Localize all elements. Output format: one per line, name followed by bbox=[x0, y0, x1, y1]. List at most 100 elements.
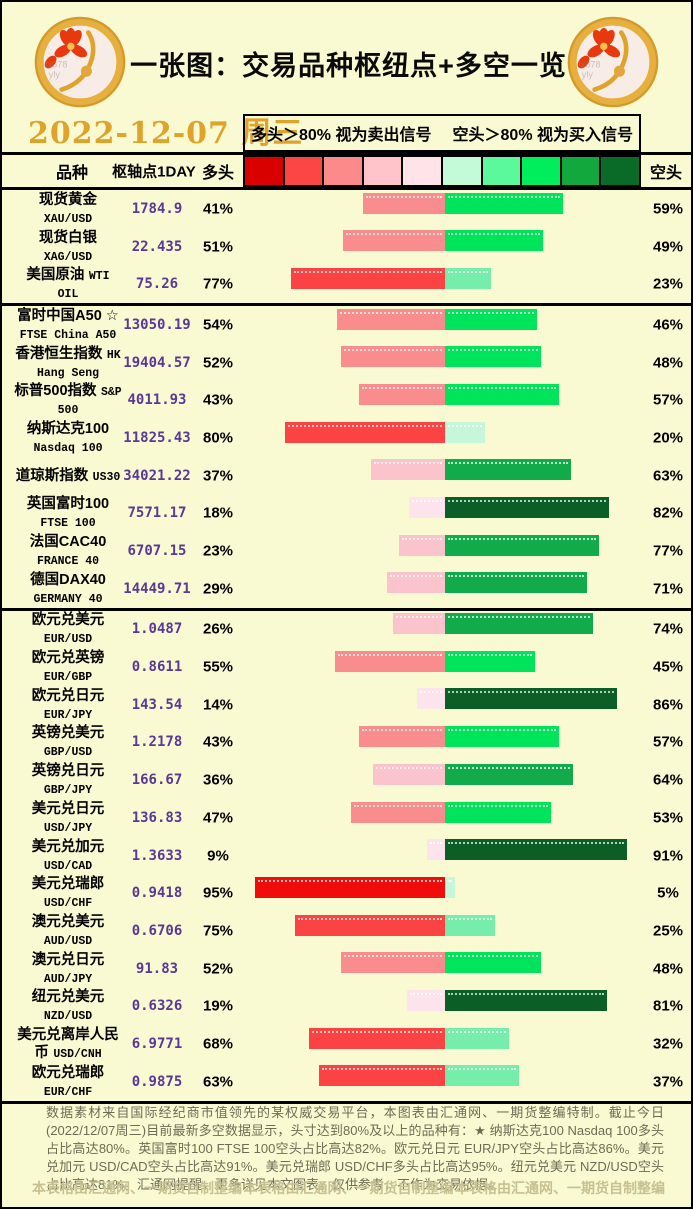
instrument-name-cell: 英国富时100 FTSE 100 bbox=[14, 495, 122, 531]
pivot-value: 34021.22 bbox=[123, 467, 191, 484]
short-percent: 86% bbox=[652, 696, 684, 714]
short-percent: 57% bbox=[652, 391, 684, 409]
long-bar-segment bbox=[351, 801, 445, 823]
instrument-name-cell: 美元兑日元 USD/JPY bbox=[14, 800, 122, 836]
long-bar-segment bbox=[341, 952, 445, 974]
long-bar-segment bbox=[341, 346, 445, 368]
color-scale-swatch bbox=[322, 155, 364, 187]
table-row: 标普500指数 S&P 500 4011.93 43% 57% bbox=[2, 381, 691, 419]
short-percent: 45% bbox=[652, 658, 684, 676]
table-row: 澳元兑日元 AUD/JPY 91.83 52% 48% bbox=[2, 950, 691, 988]
short-percent: 64% bbox=[652, 771, 684, 789]
short-percent: 20% bbox=[652, 429, 684, 447]
pivot-value: 0.6706 bbox=[131, 922, 183, 939]
sentiment-bar bbox=[242, 421, 648, 443]
long-percent: 37% bbox=[202, 467, 234, 485]
short-percent: 48% bbox=[652, 960, 684, 978]
instrument-name-cell: 英镑兑日元 GBP/JPY bbox=[14, 762, 122, 798]
long-percent: 43% bbox=[202, 733, 234, 751]
short-bar-segment bbox=[445, 230, 543, 252]
logo-watermark: fx678 bbox=[45, 60, 67, 70]
svg-text:yly: yly bbox=[49, 70, 61, 80]
instrument-code: FTSE China A50 bbox=[19, 328, 117, 342]
table-row: 道琼斯指数 US30 34021.22 37% 63% bbox=[2, 457, 691, 495]
short-bar-segment bbox=[445, 459, 571, 481]
short-bar-segment bbox=[445, 989, 607, 1011]
instrument-code: NZD/USD bbox=[43, 1010, 93, 1024]
pivot-value: 0.9418 bbox=[131, 885, 183, 902]
long-percent: 26% bbox=[202, 620, 234, 638]
sentiment-bar bbox=[242, 801, 648, 823]
sentiment-bar bbox=[242, 914, 648, 936]
sentiment-bar bbox=[242, 876, 648, 898]
long-percent: 18% bbox=[202, 504, 234, 522]
instrument-code: GBP/JPY bbox=[43, 784, 93, 798]
short-bar-segment bbox=[445, 534, 599, 556]
short-percent: 37% bbox=[652, 1073, 684, 1091]
instrument-name: 欧元兑英镑 bbox=[31, 650, 105, 667]
instrument-code: EUR/GBP bbox=[43, 671, 93, 685]
pivot-value: 6707.15 bbox=[127, 543, 187, 560]
instrument-name-cell: 英镑兑美元 GBP/USD bbox=[14, 724, 122, 760]
short-bar-segment bbox=[445, 726, 559, 748]
short-bar-segment bbox=[445, 1027, 509, 1049]
instrument-code: USD/CAD bbox=[43, 859, 93, 873]
instrument-name: 现货黄金 bbox=[39, 191, 97, 208]
table-row: 美国原油 WTI OIL 75.26 77% 23% bbox=[2, 265, 691, 303]
table-row: 英镑兑美元 GBP/USD 1.2178 43% 57% bbox=[2, 724, 691, 762]
instrument-name: 英国富时100 bbox=[26, 496, 110, 513]
sentiment-bar bbox=[242, 267, 648, 289]
short-percent: 81% bbox=[652, 997, 684, 1015]
short-percent: 53% bbox=[652, 809, 684, 827]
sentiment-bar bbox=[242, 572, 648, 594]
instrument-name: 美元兑加元 bbox=[31, 838, 105, 855]
short-bar-segment bbox=[445, 763, 573, 785]
short-percent: 57% bbox=[652, 733, 684, 751]
instrument-name-cell: 美元兑瑞郎 USD/CHF bbox=[14, 875, 122, 911]
instrument-code: EUR/USD bbox=[43, 633, 93, 647]
short-bar-segment bbox=[445, 572, 587, 594]
color-scale bbox=[243, 155, 641, 187]
instrument-name: 道琼斯指数 bbox=[15, 467, 89, 484]
instrument-name-cell: 纽元兑美元 NZD/USD bbox=[14, 988, 122, 1024]
sentiment-bar bbox=[242, 308, 648, 330]
long-percent: 51% bbox=[202, 238, 234, 256]
instrument-name-cell: 美元兑离岸人民币 USD/CNH bbox=[14, 1026, 122, 1062]
table-row: 欧元兑瑞郎 EUR/CHF 0.9875 63% 37% bbox=[2, 1063, 691, 1101]
pivot-value: 0.6326 bbox=[131, 998, 183, 1015]
pivot-value: 75.26 bbox=[135, 276, 179, 293]
short-percent: 59% bbox=[652, 200, 684, 218]
instrument-code: EUR/CHF bbox=[43, 1085, 93, 1099]
sentiment-bar bbox=[242, 1065, 648, 1087]
table-row: 美元兑加元 USD/CAD 1.3633 9% 91% bbox=[2, 837, 691, 875]
color-scale-swatch bbox=[361, 155, 404, 187]
pivot-value: 7571.17 bbox=[127, 505, 187, 522]
instrument-code: WTI OIL bbox=[57, 270, 110, 302]
sentiment-bar bbox=[242, 613, 648, 635]
short-bar-segment bbox=[445, 308, 537, 330]
pinwheel-logo-left-icon: fx678 yly bbox=[34, 15, 126, 109]
long-percent: 36% bbox=[202, 771, 234, 789]
long-percent: 47% bbox=[202, 809, 234, 827]
instrument-name: 澳元兑美元 bbox=[31, 913, 105, 930]
short-bar-segment bbox=[445, 421, 485, 443]
short-bar-segment bbox=[445, 688, 617, 710]
long-bar-segment bbox=[407, 989, 445, 1011]
short-percent: 82% bbox=[652, 504, 684, 522]
short-percent: 46% bbox=[652, 316, 684, 334]
long-bar-segment bbox=[371, 459, 445, 481]
instrument-name-cell: 现货白银 XAG/USD bbox=[14, 229, 122, 265]
pivot-value: 136.83 bbox=[131, 809, 183, 826]
long-percent: 68% bbox=[202, 1035, 234, 1053]
instrument-code: XAG/USD bbox=[43, 250, 93, 264]
pivot-value: 6.9771 bbox=[131, 1035, 183, 1052]
table-row: 欧元兑英镑 EUR/GBP 0.8611 55% 45% bbox=[2, 648, 691, 686]
sentiment-bar bbox=[242, 650, 648, 672]
sentiment-bar bbox=[242, 1027, 648, 1049]
long-bar-segment bbox=[387, 572, 445, 594]
short-percent: 25% bbox=[652, 922, 684, 940]
pivot-value: 1.0487 bbox=[131, 621, 183, 638]
legend-long-signal: 多头＞80% 视为卖出信号 bbox=[251, 127, 432, 144]
long-bar-segment bbox=[359, 726, 445, 748]
pivot-value: 1.3633 bbox=[131, 847, 183, 864]
